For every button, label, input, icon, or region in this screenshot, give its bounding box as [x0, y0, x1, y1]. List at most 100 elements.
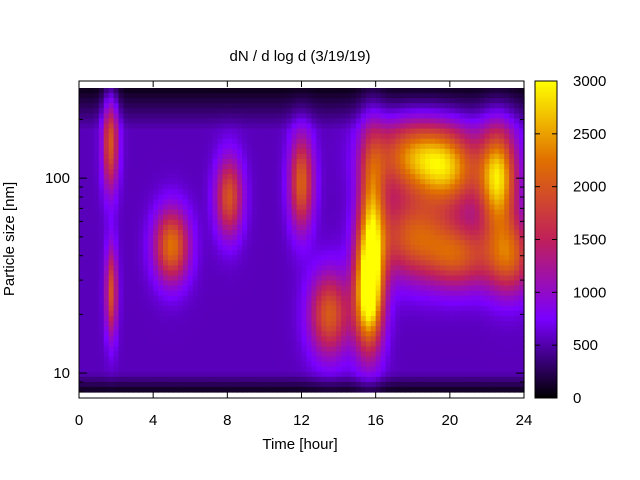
heatmap-cell: [138, 128, 144, 135]
heatmap-cell: [291, 88, 298, 94]
heatmap-cell: [257, 341, 263, 347]
heatmap-cell: [316, 123, 322, 130]
heatmap-cell: [459, 133, 466, 140]
heatmap-cell: [415, 219, 421, 226]
heatmap-cell: [439, 184, 446, 190]
heatmap-cell: [177, 123, 184, 130]
heatmap-cell: [449, 240, 456, 246]
heatmap-cell: [405, 376, 411, 383]
heatmap-cell: [316, 169, 322, 175]
heatmap-cell: [138, 331, 144, 337]
heatmap-cell: [390, 133, 397, 140]
heatmap-cell: [261, 179, 268, 185]
heatmap-cell: [484, 123, 490, 130]
heatmap-cell: [296, 280, 303, 287]
heatmap-cell: [420, 153, 426, 160]
heatmap-cell: [449, 331, 456, 337]
heatmap-cell: [454, 331, 461, 337]
heatmap-cell: [420, 169, 426, 175]
heatmap-cell: [247, 275, 253, 282]
heatmap-cell: [469, 199, 476, 206]
heatmap-cell: [420, 270, 426, 277]
heatmap-cell: [266, 361, 273, 368]
heatmap-cell: [400, 255, 406, 261]
heatmap-cell: [430, 209, 436, 216]
heatmap-cell: [430, 98, 436, 104]
heatmap-cell: [365, 300, 372, 307]
heatmap-cell: [390, 366, 397, 373]
heatmap-cell: [385, 290, 392, 297]
heatmap-cell: [158, 118, 164, 125]
heatmap-cell: [271, 366, 278, 373]
heatmap-cell: [296, 265, 303, 271]
heatmap-cell: [276, 174, 283, 180]
heatmap-cell: [232, 148, 238, 155]
heatmap-cell: [197, 118, 204, 125]
heatmap-cell: [168, 113, 174, 119]
heatmap-cell: [123, 321, 130, 327]
heatmap-cell: [410, 184, 416, 190]
heatmap-cell: [454, 189, 461, 195]
heatmap-cell: [316, 351, 322, 358]
heatmap-cell: [177, 103, 184, 109]
heatmap-cell: [172, 158, 179, 165]
heatmap-cell: [350, 128, 357, 135]
heatmap-cell: [271, 361, 278, 368]
heatmap-cell: [113, 98, 120, 104]
heatmap-cell: [474, 346, 481, 353]
heatmap-cell: [464, 164, 471, 170]
heatmap-cell: [336, 148, 342, 155]
heatmap-cell: [222, 164, 228, 170]
heatmap-cell: [217, 316, 223, 322]
heatmap-cell: [336, 229, 342, 236]
heatmap-cell: [380, 336, 387, 342]
heatmap-cell: [459, 331, 466, 337]
heatmap-cell: [168, 184, 174, 190]
heatmap-cell: [177, 305, 184, 312]
heatmap-cell: [192, 174, 199, 180]
heatmap-cell: [390, 351, 397, 358]
heatmap-cell: [108, 326, 115, 332]
heatmap-cell: [88, 138, 95, 145]
heatmap-cell: [153, 386, 159, 393]
heatmap-cell: [405, 204, 411, 211]
heatmap-cell: [192, 194, 199, 201]
heatmap-cell: [79, 214, 85, 221]
heatmap-cell: [326, 133, 332, 140]
heatmap-cell: [316, 179, 322, 185]
heatmap-cell: [435, 305, 441, 312]
heatmap-cell: [123, 234, 130, 241]
heatmap-cell: [395, 118, 401, 125]
heatmap-cell: [207, 108, 214, 114]
heatmap-cell: [301, 285, 308, 292]
heatmap-cell: [257, 300, 263, 307]
heatmap-cell: [316, 224, 322, 231]
heatmap-cell: [489, 169, 495, 175]
heatmap-cell: [464, 265, 471, 271]
heatmap-cell: [118, 326, 125, 332]
heatmap-cell: [257, 103, 263, 109]
heatmap-cell: [435, 199, 441, 206]
heatmap-cell: [479, 123, 486, 130]
heatmap-cell: [222, 300, 228, 307]
heatmap-cell: [420, 219, 426, 226]
heatmap-cell: [79, 336, 85, 342]
heatmap-cell: [415, 371, 421, 378]
heatmap-cell: [197, 88, 204, 94]
heatmap-cell: [449, 305, 456, 312]
heatmap-cell: [415, 265, 421, 271]
heatmap-cells: [79, 88, 525, 393]
heatmap-cell: [375, 128, 382, 135]
heatmap-cell: [291, 209, 298, 216]
heatmap-cell: [113, 270, 120, 277]
heatmap-cell: [281, 229, 288, 236]
heatmap-cell: [172, 214, 179, 221]
heatmap-cell: [197, 199, 204, 206]
heatmap-cell: [153, 371, 159, 378]
heatmap-cell: [202, 164, 209, 170]
heatmap-cell: [296, 209, 303, 216]
heatmap-cell: [415, 93, 421, 99]
heatmap-cell: [439, 113, 446, 119]
heatmap-cell: [365, 255, 372, 261]
heatmap-cell: [469, 158, 476, 165]
